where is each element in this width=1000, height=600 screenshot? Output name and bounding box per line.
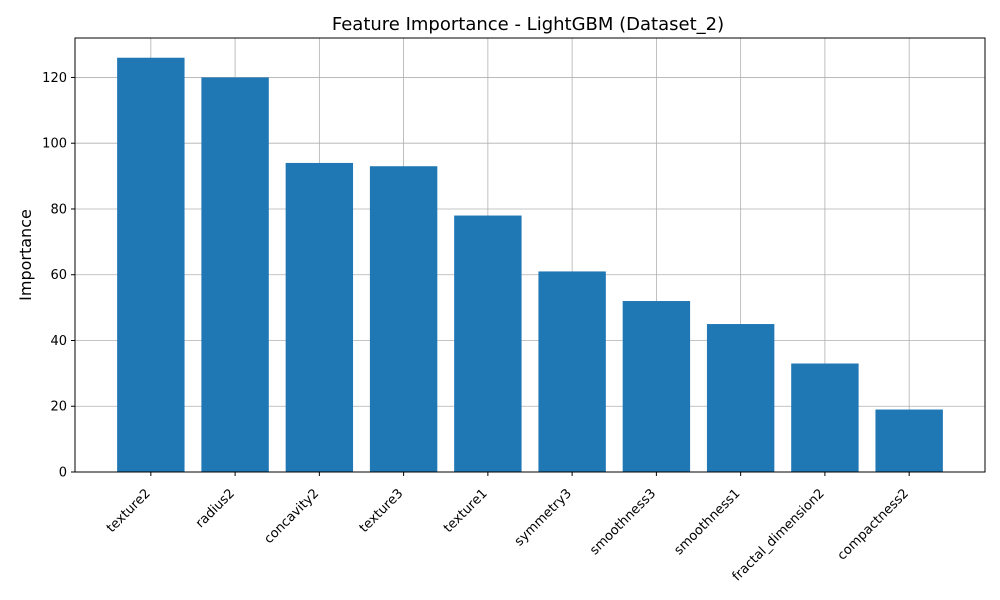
axes-layer xyxy=(74,37,986,473)
bar-concavity2 xyxy=(285,162,354,472)
bar-texture3 xyxy=(369,166,438,472)
y-tick-label-2: 40 xyxy=(50,334,67,349)
y-tick-label-1: 20 xyxy=(50,400,67,415)
y-tick-label-5: 100 xyxy=(42,137,67,152)
bar-smoothness3 xyxy=(622,301,691,472)
bar-texture1 xyxy=(454,215,522,472)
bars-layer xyxy=(117,57,943,473)
bar-radius2 xyxy=(201,77,269,473)
bar-fractal_dimension2 xyxy=(791,363,859,472)
y-tick-label-3: 60 xyxy=(50,268,67,283)
plot-frame xyxy=(74,37,986,473)
y-tick-label-4: 80 xyxy=(50,202,67,217)
y-axis-label: Importance xyxy=(16,209,35,301)
bar-texture2 xyxy=(117,57,185,473)
bar-symmetry3 xyxy=(538,271,606,472)
y-tick-label-0: 0 xyxy=(59,466,67,481)
bar-smoothness1 xyxy=(706,324,775,472)
chart-title: Feature Importance - LightGBM (Dataset_2… xyxy=(332,14,724,35)
bar-compactness2 xyxy=(875,409,943,472)
y-tick-label-6: 120 xyxy=(42,71,67,86)
